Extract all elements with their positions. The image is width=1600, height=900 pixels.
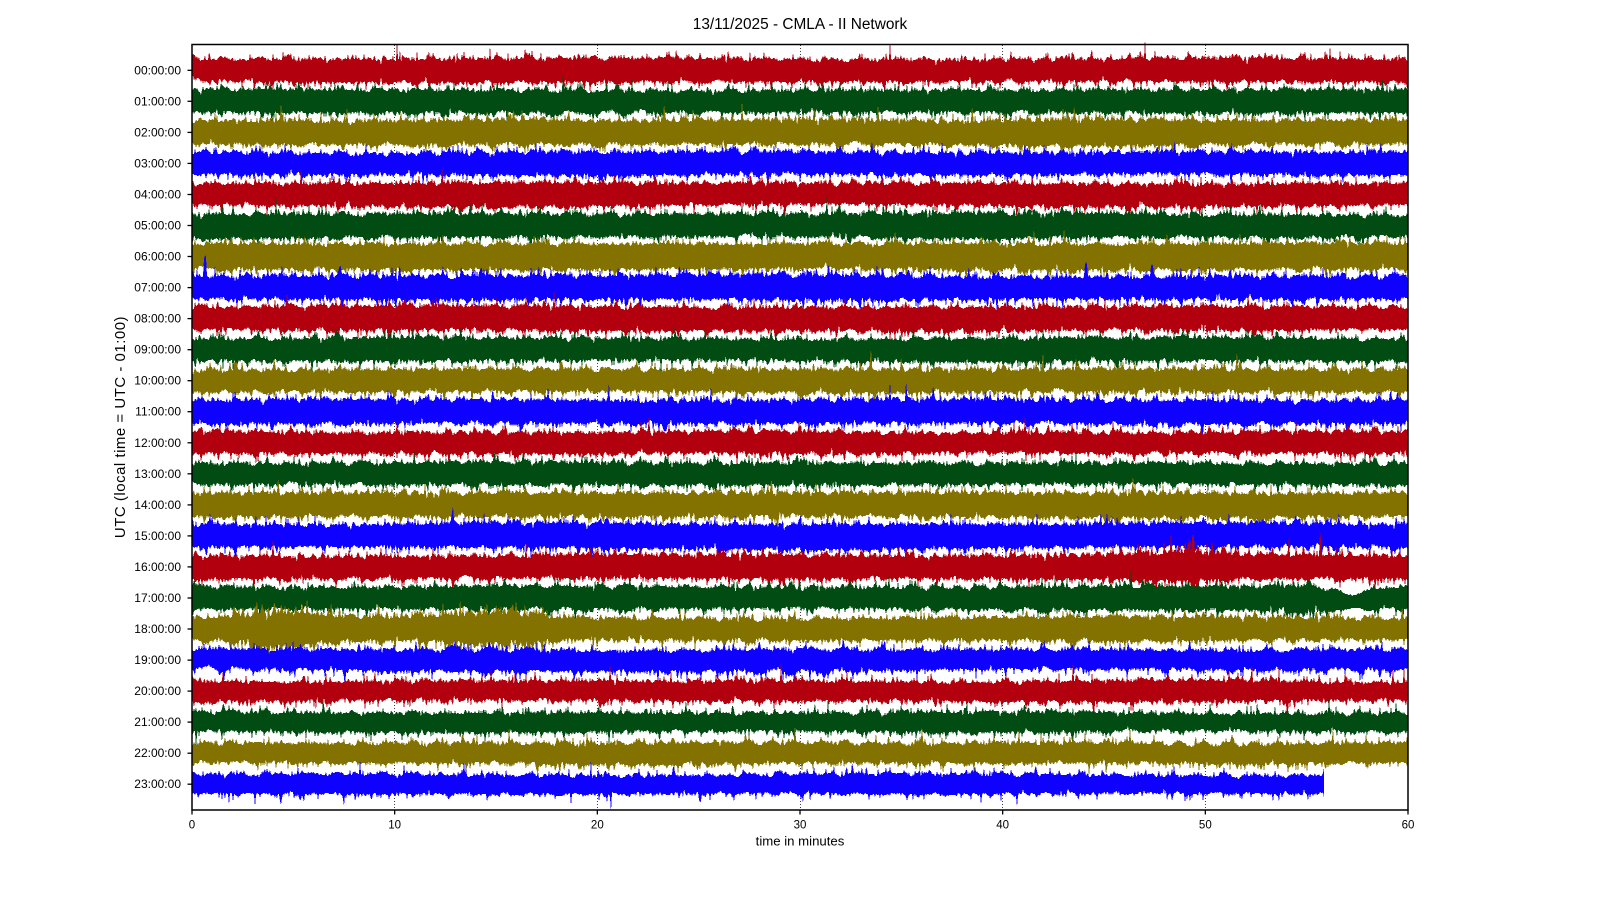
svg-text:16:00:00: 16:00:00 bbox=[134, 560, 181, 574]
svg-text:UTC (local time = UTC - 01:00): UTC (local time = UTC - 01:00) bbox=[112, 316, 129, 538]
svg-text:06:00:00: 06:00:00 bbox=[134, 250, 181, 264]
svg-text:22:00:00: 22:00:00 bbox=[134, 746, 181, 760]
svg-text:23:00:00: 23:00:00 bbox=[134, 777, 181, 791]
svg-text:40: 40 bbox=[996, 819, 1009, 831]
svg-text:30: 30 bbox=[794, 819, 807, 831]
svg-text:09:00:00: 09:00:00 bbox=[134, 343, 181, 357]
svg-text:18:00:00: 18:00:00 bbox=[134, 622, 181, 636]
svg-text:05:00:00: 05:00:00 bbox=[134, 219, 181, 233]
svg-text:12:00:00: 12:00:00 bbox=[134, 436, 181, 450]
svg-text:15:00:00: 15:00:00 bbox=[134, 529, 181, 543]
svg-text:07:00:00: 07:00:00 bbox=[134, 281, 181, 295]
svg-text:20: 20 bbox=[591, 819, 604, 831]
svg-text:20:00:00: 20:00:00 bbox=[134, 684, 181, 698]
svg-text:19:00:00: 19:00:00 bbox=[134, 653, 181, 667]
svg-text:04:00:00: 04:00:00 bbox=[134, 188, 181, 202]
svg-text:10: 10 bbox=[388, 819, 401, 831]
svg-text:21:00:00: 21:00:00 bbox=[134, 715, 181, 729]
svg-text:11:00:00: 11:00:00 bbox=[135, 405, 181, 419]
svg-text:60: 60 bbox=[1402, 819, 1415, 831]
svg-text:13:00:00: 13:00:00 bbox=[134, 467, 181, 481]
svg-text:14:00:00: 14:00:00 bbox=[134, 498, 181, 512]
svg-text:10:00:00: 10:00:00 bbox=[134, 374, 181, 388]
svg-text:00:00:00: 00:00:00 bbox=[134, 63, 181, 77]
svg-text:02:00:00: 02:00:00 bbox=[134, 125, 181, 139]
svg-text:13/11/2025 - CMLA - II Network: 13/11/2025 - CMLA - II Network bbox=[693, 16, 908, 33]
svg-text:03:00:00: 03:00:00 bbox=[134, 156, 181, 170]
svg-text:0: 0 bbox=[189, 819, 195, 831]
svg-text:17:00:00: 17:00:00 bbox=[134, 591, 181, 605]
svg-text:time in minutes: time in minutes bbox=[756, 834, 845, 849]
svg-text:50: 50 bbox=[1199, 819, 1212, 831]
svg-text:01:00:00: 01:00:00 bbox=[134, 94, 181, 108]
svg-text:08:00:00: 08:00:00 bbox=[134, 312, 181, 326]
